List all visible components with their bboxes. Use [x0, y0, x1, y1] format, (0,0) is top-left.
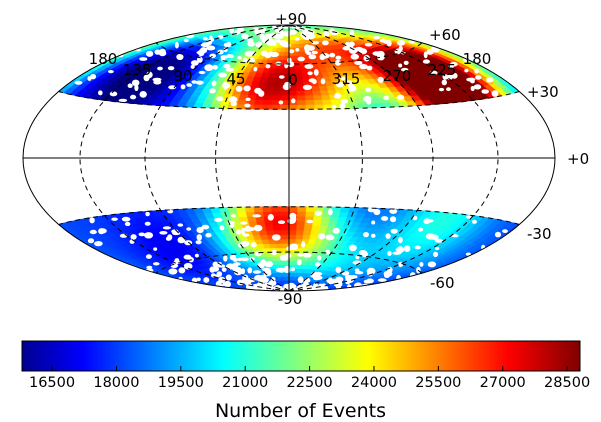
lat-label: -60	[430, 274, 455, 292]
colorbar-tick-label: 24000	[351, 375, 397, 391]
colorbar-gradient	[21, 340, 581, 372]
colorbar-tick-label: 22500	[287, 375, 333, 391]
lon-label: 315	[332, 70, 361, 88]
lon-label: 135	[123, 61, 152, 79]
lat-label: +90	[275, 10, 307, 28]
parallel-line	[58, 91, 520, 110]
colorbar-tick-label: 19500	[158, 375, 204, 391]
parallel-line	[58, 206, 520, 225]
lon-label: 225	[428, 61, 457, 79]
lat-label: +60	[429, 26, 461, 44]
colorbar-tick-label: 25500	[415, 375, 461, 391]
lon-label: 45	[226, 70, 245, 88]
lat-label: +30	[527, 83, 559, 101]
lat-label: -30	[527, 225, 552, 243]
lon-label: 180	[89, 50, 118, 68]
lon-label: 270	[383, 67, 412, 85]
colorbar-tick-label: 18000	[93, 375, 139, 391]
meridian-line	[215, 24, 290, 292]
meridian-line	[288, 24, 499, 292]
lon-label: 90	[173, 67, 192, 85]
colorbar-title: Number of Events	[214, 400, 387, 422]
lon-label: 180	[463, 50, 492, 68]
map-outline	[22, 24, 556, 292]
lat-label: +0	[567, 150, 589, 168]
colorbar-tick-label: 28500	[544, 375, 590, 391]
colorbar-tick-label: 21000	[222, 375, 268, 391]
meridian-line	[79, 24, 290, 292]
meridian-line	[288, 24, 363, 292]
colorbar-tick-label: 27000	[480, 375, 526, 391]
colorbar-tick-label: 16500	[29, 375, 75, 391]
sky-map: +90 +60 +30 +0 -30 -60 -90 180 135 90 45 0 315 270 225…	[22, 10, 589, 308]
lat-label: -90	[278, 290, 303, 308]
lon-label: 0	[288, 71, 298, 89]
colorbar: 16500 18000 19500 21000 22500 24000 25500 27000…	[21, 340, 590, 391]
